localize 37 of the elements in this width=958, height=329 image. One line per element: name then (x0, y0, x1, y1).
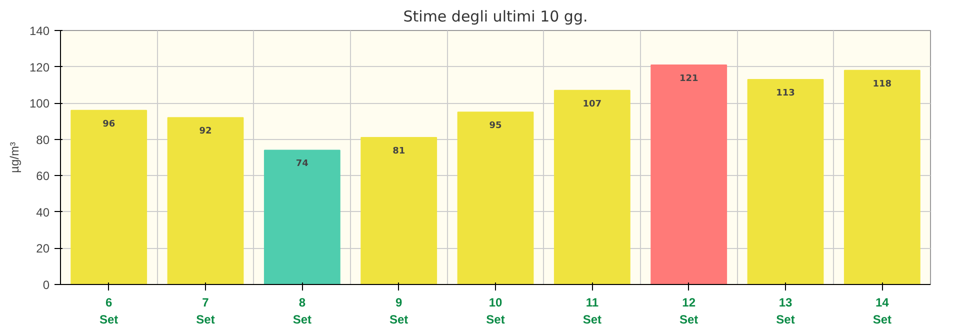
x-tick-label: 7 Set (196, 296, 215, 326)
y-tick-label: 20 (36, 242, 50, 256)
data-label: 107 (582, 99, 602, 110)
data-label: 118 (872, 79, 892, 90)
bar (70, 110, 148, 284)
x-tick-label: 12 Set (679, 296, 698, 326)
x-tick-label: 10 Set (486, 296, 505, 326)
y-tick-label: 100 (29, 96, 50, 111)
x-tick-label: 13 Set (776, 296, 795, 326)
bar (844, 70, 920, 284)
data-label: 81 (392, 146, 406, 157)
bar (747, 78, 824, 284)
data-label: 96 (102, 119, 116, 130)
y-tick-label: 120 (29, 60, 50, 74)
bar (650, 64, 728, 284)
chart-title: Stime degli ultimi 10 gg. (403, 8, 588, 26)
y-axis-title: µg/m³ (7, 142, 22, 173)
x-tick-label: 9 Set (389, 296, 408, 326)
x-tick-label: 6 Set (99, 296, 118, 326)
data-label: 121 (679, 74, 698, 84)
data-label: 95 (489, 121, 502, 132)
bar (554, 90, 630, 284)
bar (360, 137, 438, 284)
bar (457, 112, 534, 284)
y-tick-label: 80 (36, 132, 50, 147)
bar (264, 150, 340, 284)
data-label: 74 (296, 159, 308, 170)
y-tick-label: 0 (42, 278, 50, 292)
x-tick-label: 8 Set (292, 296, 312, 326)
data-label: 113 (776, 88, 795, 98)
y-tick-label: 60 (36, 169, 50, 184)
bar (167, 117, 244, 284)
x-tick-label: 11 Set (582, 296, 602, 326)
y-tick-label: 140 (29, 24, 50, 38)
data-label: 92 (199, 126, 212, 137)
x-tick-label: 14 Set (872, 296, 892, 326)
y-tick-label: 40 (36, 205, 50, 220)
